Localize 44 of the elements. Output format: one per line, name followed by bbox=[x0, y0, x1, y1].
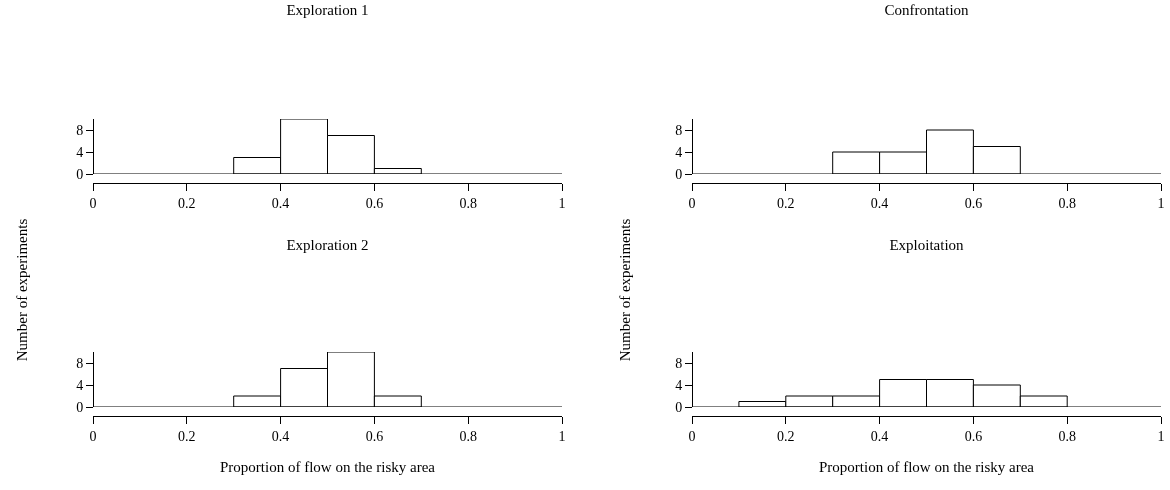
x-tick-label: 0.2 bbox=[178, 428, 196, 444]
y-tick-label: 4 bbox=[76, 377, 84, 393]
y-tick-label: 0 bbox=[76, 166, 84, 182]
x-tick-label: 0.4 bbox=[870, 195, 889, 211]
y-tick-label: 8 bbox=[76, 122, 84, 138]
x-tick-label: 0.8 bbox=[1058, 428, 1076, 444]
y-tick-label: 0 bbox=[76, 399, 84, 415]
x-tick-label: 0.2 bbox=[178, 195, 196, 211]
y-tick-label: 0 bbox=[675, 166, 683, 182]
x-tick-label: 0 bbox=[89, 428, 97, 444]
x-axis-title: Proportion of flow on the risky area bbox=[220, 458, 436, 475]
x-tick-label: 0.4 bbox=[271, 428, 290, 444]
y-tick-label: 8 bbox=[76, 355, 84, 371]
x-tick-label: 0.6 bbox=[365, 428, 384, 444]
chart-title: Exploration 2 bbox=[286, 237, 369, 254]
y-tick-label: 8 bbox=[675, 122, 683, 138]
y-axis-title: Number of experiments bbox=[616, 218, 634, 362]
x-tick-label: 1 bbox=[558, 195, 566, 211]
x-tick-label: 0 bbox=[688, 195, 696, 211]
x-tick-label: 0 bbox=[688, 428, 696, 444]
y-tick-label: 0 bbox=[675, 399, 683, 415]
x-tick-label: 0.8 bbox=[1058, 195, 1076, 211]
x-tick-label: 1 bbox=[558, 428, 566, 444]
x-tick-label: 0.4 bbox=[271, 195, 290, 211]
x-tick-label: 0.6 bbox=[964, 195, 983, 211]
y-tick-label: 4 bbox=[675, 377, 683, 393]
chart-title: Confrontation bbox=[884, 2, 970, 19]
y-axis-title: Number of experiments bbox=[13, 218, 31, 362]
x-tick-label: 0 bbox=[89, 195, 97, 211]
x-tick-label: 0.6 bbox=[964, 428, 983, 444]
chart-title: Exploitation bbox=[889, 237, 965, 254]
x-tick-label: 1 bbox=[1157, 195, 1165, 211]
x-tick-label: 1 bbox=[1157, 428, 1165, 444]
y-tick-label: 4 bbox=[675, 144, 683, 160]
x-axis-title: Proportion of flow on the risky area bbox=[819, 458, 1035, 475]
x-tick-label: 0.8 bbox=[459, 428, 477, 444]
x-tick-label: 0.2 bbox=[777, 195, 795, 211]
x-tick-label: 0.8 bbox=[459, 195, 477, 211]
y-tick-label: 8 bbox=[675, 355, 683, 371]
x-tick-label: 0.6 bbox=[365, 195, 384, 211]
x-tick-label: 0.4 bbox=[870, 428, 889, 444]
y-tick-label: 4 bbox=[76, 144, 84, 160]
x-tick-label: 0.2 bbox=[777, 428, 795, 444]
chart-title: Exploration 1 bbox=[286, 2, 369, 19]
